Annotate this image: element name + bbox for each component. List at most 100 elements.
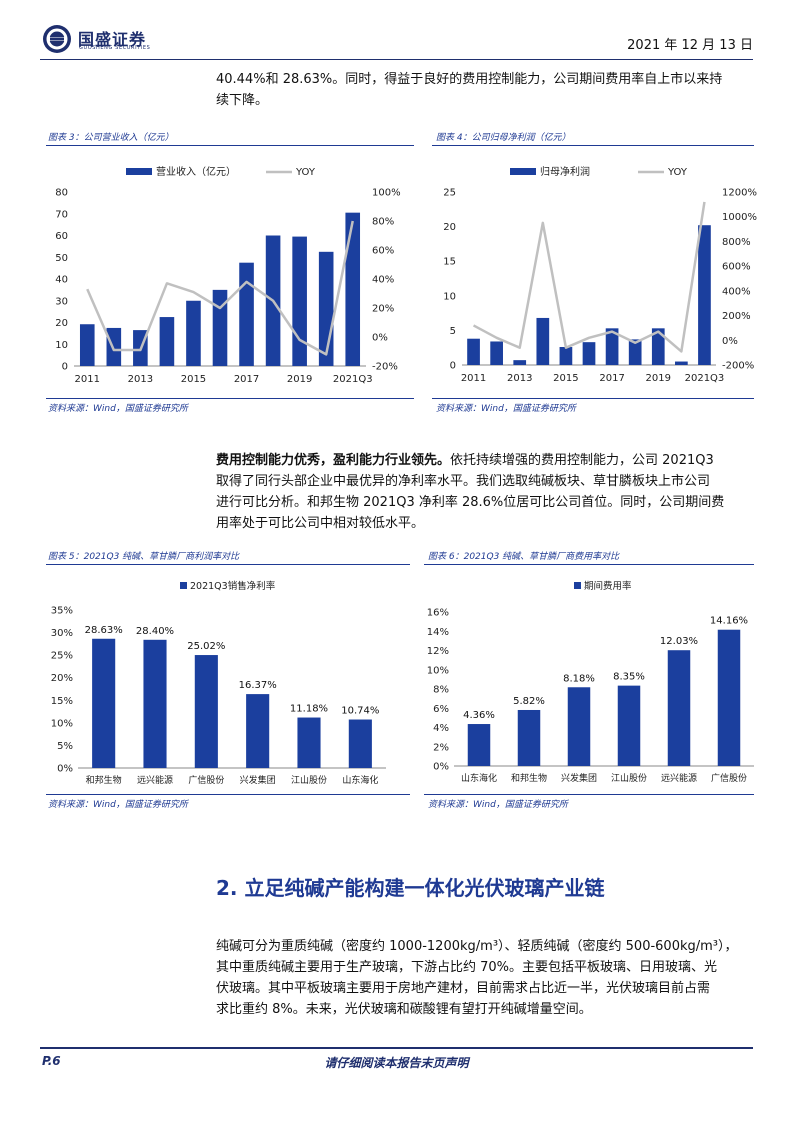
paragraph-line: 纯碱可分为重质纯碱（密度约 1000-1200kg/m³）、轻质纯碱（密度约 5… <box>216 939 738 954</box>
x-tick-label: 2013 <box>128 374 153 385</box>
paragraph-line: 求比重约 8%。未来，光伏玻璃和碳酸锂有望打开纯碱增量空间。 <box>216 1002 592 1017</box>
figure-6-bottom-rule <box>424 794 754 795</box>
data-label: 11.18% <box>290 704 328 715</box>
figure-4-source: 资料来源：Wind，国盛证券研究所 <box>436 404 576 414</box>
y-tick-label: 80 <box>55 188 68 199</box>
logo-text: 国盛证券 <box>78 30 147 49</box>
y2-tick-label: 20% <box>372 304 394 315</box>
bar <box>297 717 321 768</box>
y2-tick-label: 600% <box>722 262 751 273</box>
y2-tick-label: 1200% <box>722 188 757 199</box>
legend-swatch-bar <box>510 168 536 175</box>
x-tick-label: 2017 <box>234 374 259 385</box>
bar <box>467 338 480 365</box>
figure-5-rule <box>46 564 410 565</box>
figure-5-title: 图表 5：2021Q3 纯碱、草甘膦厂商利润率对比 <box>48 552 240 562</box>
intro-line: 续下降。 <box>216 93 269 108</box>
bar <box>628 339 642 365</box>
bar <box>490 341 503 365</box>
x-tick-label: 2011 <box>75 374 100 385</box>
y-tick-label: 70 <box>55 209 68 220</box>
yoy-line <box>86 220 354 356</box>
legend-label: 2021Q3销售净利率 <box>190 580 276 592</box>
figure-6-source: 资料来源：Wind，国盛证券研究所 <box>428 800 568 810</box>
soda-ash-paragraph: 纯碱可分为重质纯碱（密度约 1000-1200kg/m³）、轻质纯碱（密度约 5… <box>216 936 756 1020</box>
disclaimer-note: 请仔细阅读本报告末页声明 <box>324 1056 469 1070</box>
y-tick-label: 25% <box>51 651 73 662</box>
cost-control-paragraph: 费用控制能力优秀，盈利能力行业领先。依托持续增强的费用控制能力，公司 2021Q… <box>216 450 756 534</box>
bar <box>239 262 254 366</box>
y-tick-label: 0 <box>62 362 68 373</box>
bar <box>143 639 167 768</box>
paragraph-line: 进行可比分析。和邦生物 2021Q3 净利率 28.6%位居可比公司首位。同时，… <box>216 495 725 510</box>
bar <box>675 361 688 365</box>
bar <box>212 289 228 366</box>
paragraph-line: 取得了同行头部企业中最优异的净利率水平。我们选取纯碱板块、草甘膦板块上市公司 <box>216 474 711 489</box>
bar <box>292 236 307 366</box>
figure-5-source: 资料来源：Wind，国盛证券研究所 <box>48 800 188 810</box>
y-tick-label: 20% <box>51 673 73 684</box>
y-tick-label: 20 <box>55 318 68 329</box>
intro-paragraph: 40.44%和 28.63%。同时，得益于良好的费用控制能力，公司期间费用率自上… <box>216 69 756 111</box>
data-label: 14.16% <box>710 616 748 627</box>
y-tick-label: 10% <box>427 665 449 676</box>
x-tick-label: 2019 <box>646 373 671 384</box>
legend-label: 期间费用率 <box>584 580 632 592</box>
footer-rule <box>40 1047 753 1049</box>
bar <box>667 650 691 766</box>
y-tick-label: 40 <box>55 275 68 286</box>
y-tick-label: 35% <box>51 606 73 617</box>
x-tick-label: 兴发集团 <box>561 772 597 784</box>
x-tick-label: 兴发集团 <box>240 774 276 786</box>
y-tick-label: 8% <box>433 685 449 696</box>
x-tick-label: 2011 <box>461 373 486 384</box>
bar <box>513 360 527 365</box>
paragraph-line: 伏玻璃。其中平板玻璃主要用于房地产建材，目前需求占比近一半，光伏玻璃目前占需 <box>216 981 711 996</box>
y2-tick-label: 1000% <box>722 212 757 223</box>
bar <box>92 638 116 768</box>
figure-4-title: 图表 4：公司归母净利润（亿元） <box>436 133 571 143</box>
data-label: 16.37% <box>239 680 277 691</box>
data-label: 8.18% <box>563 673 595 684</box>
header-rule <box>40 59 753 60</box>
figure-6-title: 图表 6：2021Q3 纯碱、草甘膦厂商费用率对比 <box>428 552 620 562</box>
bar <box>246 694 270 768</box>
y-tick-label: 15 <box>443 257 456 268</box>
data-label: 8.35% <box>613 672 645 683</box>
revenue-chart: 0 10 20 30 40 50 60 70 80 -20% 0% 20% 40% 60% 80% 100% 2… <box>55 165 400 385</box>
paragraph-line: 其中重质纯碱主要用于生产玻璃，下游占比约 70%。主要包括平板玻璃、日用玻璃、光 <box>216 960 718 975</box>
y-tick-label: 5 <box>450 326 456 337</box>
y-tick-label: 20 <box>443 222 456 233</box>
y-tick-label: 0 <box>450 361 456 372</box>
y2-tick-label: 60% <box>372 246 394 257</box>
y-tick-label: 0% <box>433 762 449 773</box>
y-tick-label: 12% <box>427 646 449 657</box>
y-tick-label: 10 <box>443 291 456 302</box>
y-tick-label: 15% <box>51 696 73 707</box>
x-tick-label: 2015 <box>553 373 578 384</box>
bar <box>345 212 361 366</box>
y2-tick-label: 400% <box>722 286 751 297</box>
data-label: 12.03% <box>660 636 698 647</box>
x-tick-label: 江山股份 <box>611 772 647 784</box>
page-number: P.6 <box>42 1054 61 1068</box>
y2-tick-label: 800% <box>722 237 751 248</box>
y2-tick-label: -200% <box>722 361 754 372</box>
bar <box>517 709 541 766</box>
figure-3-title: 图表 3：公司营业收入（亿元） <box>48 133 174 143</box>
x-tick-label: 2015 <box>181 374 206 385</box>
figure-3-source: 资料来源：Wind，国盛证券研究所 <box>48 404 188 414</box>
bar <box>467 724 491 766</box>
bar <box>582 342 596 365</box>
legend-swatch-bar <box>180 582 187 589</box>
bar <box>559 347 573 365</box>
figure-5-bottom-rule <box>46 794 410 795</box>
x-tick-label: 江山股份 <box>291 774 327 786</box>
bar <box>617 685 641 766</box>
y-tick-label: 30% <box>51 628 73 639</box>
x-tick-label: 2021Q3 <box>333 374 373 385</box>
y2-tick-label: 200% <box>722 311 751 322</box>
y2-tick-label: 0% <box>722 336 738 347</box>
y-tick-label: 0% <box>57 764 73 775</box>
x-tick-label: 2019 <box>287 374 312 385</box>
